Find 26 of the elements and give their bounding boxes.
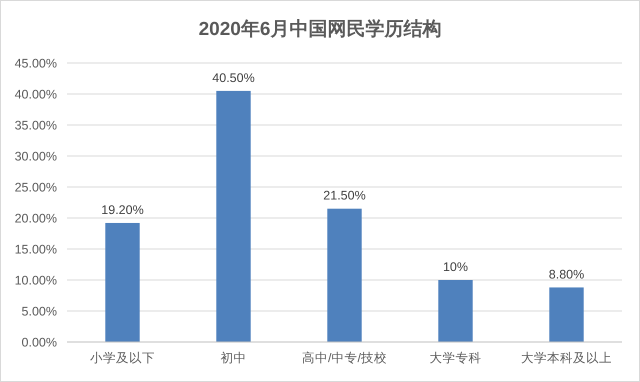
x-tick-label: 初中 — [220, 351, 246, 365]
y-tick-label: 25.00% — [14, 180, 57, 194]
y-tick-label: 20.00% — [14, 212, 57, 226]
data-label: 8.80% — [548, 267, 584, 282]
y-tick-label: 30.00% — [14, 150, 57, 164]
y-tick-label: 5.00% — [22, 304, 57, 318]
y-tick-label: 15.00% — [14, 242, 57, 256]
bar — [438, 280, 473, 342]
data-label: 19.20% — [101, 202, 144, 217]
x-tick-label: 高中/中专/技校 — [302, 350, 387, 365]
x-tick-label: 小学及以下 — [90, 351, 155, 365]
data-label: 21.50% — [323, 188, 366, 203]
x-tick-label: 大学专科 — [430, 351, 482, 365]
y-tick-label: 0.00% — [22, 336, 57, 350]
chart-title: 2020年6月中国网民学历结构 — [198, 18, 442, 40]
y-tick-label: 40.00% — [14, 88, 57, 102]
bar — [105, 222, 140, 342]
data-label: 40.50% — [212, 70, 255, 85]
x-tick-label: 大学本科及以上 — [521, 351, 612, 365]
y-tick-label: 35.00% — [14, 118, 57, 132]
bar — [549, 287, 584, 342]
bar — [327, 208, 362, 342]
bar — [216, 90, 251, 342]
data-label: 10% — [442, 260, 468, 274]
y-tick-label: 10.00% — [14, 274, 57, 288]
y-tick-label: 45.00% — [14, 56, 57, 70]
